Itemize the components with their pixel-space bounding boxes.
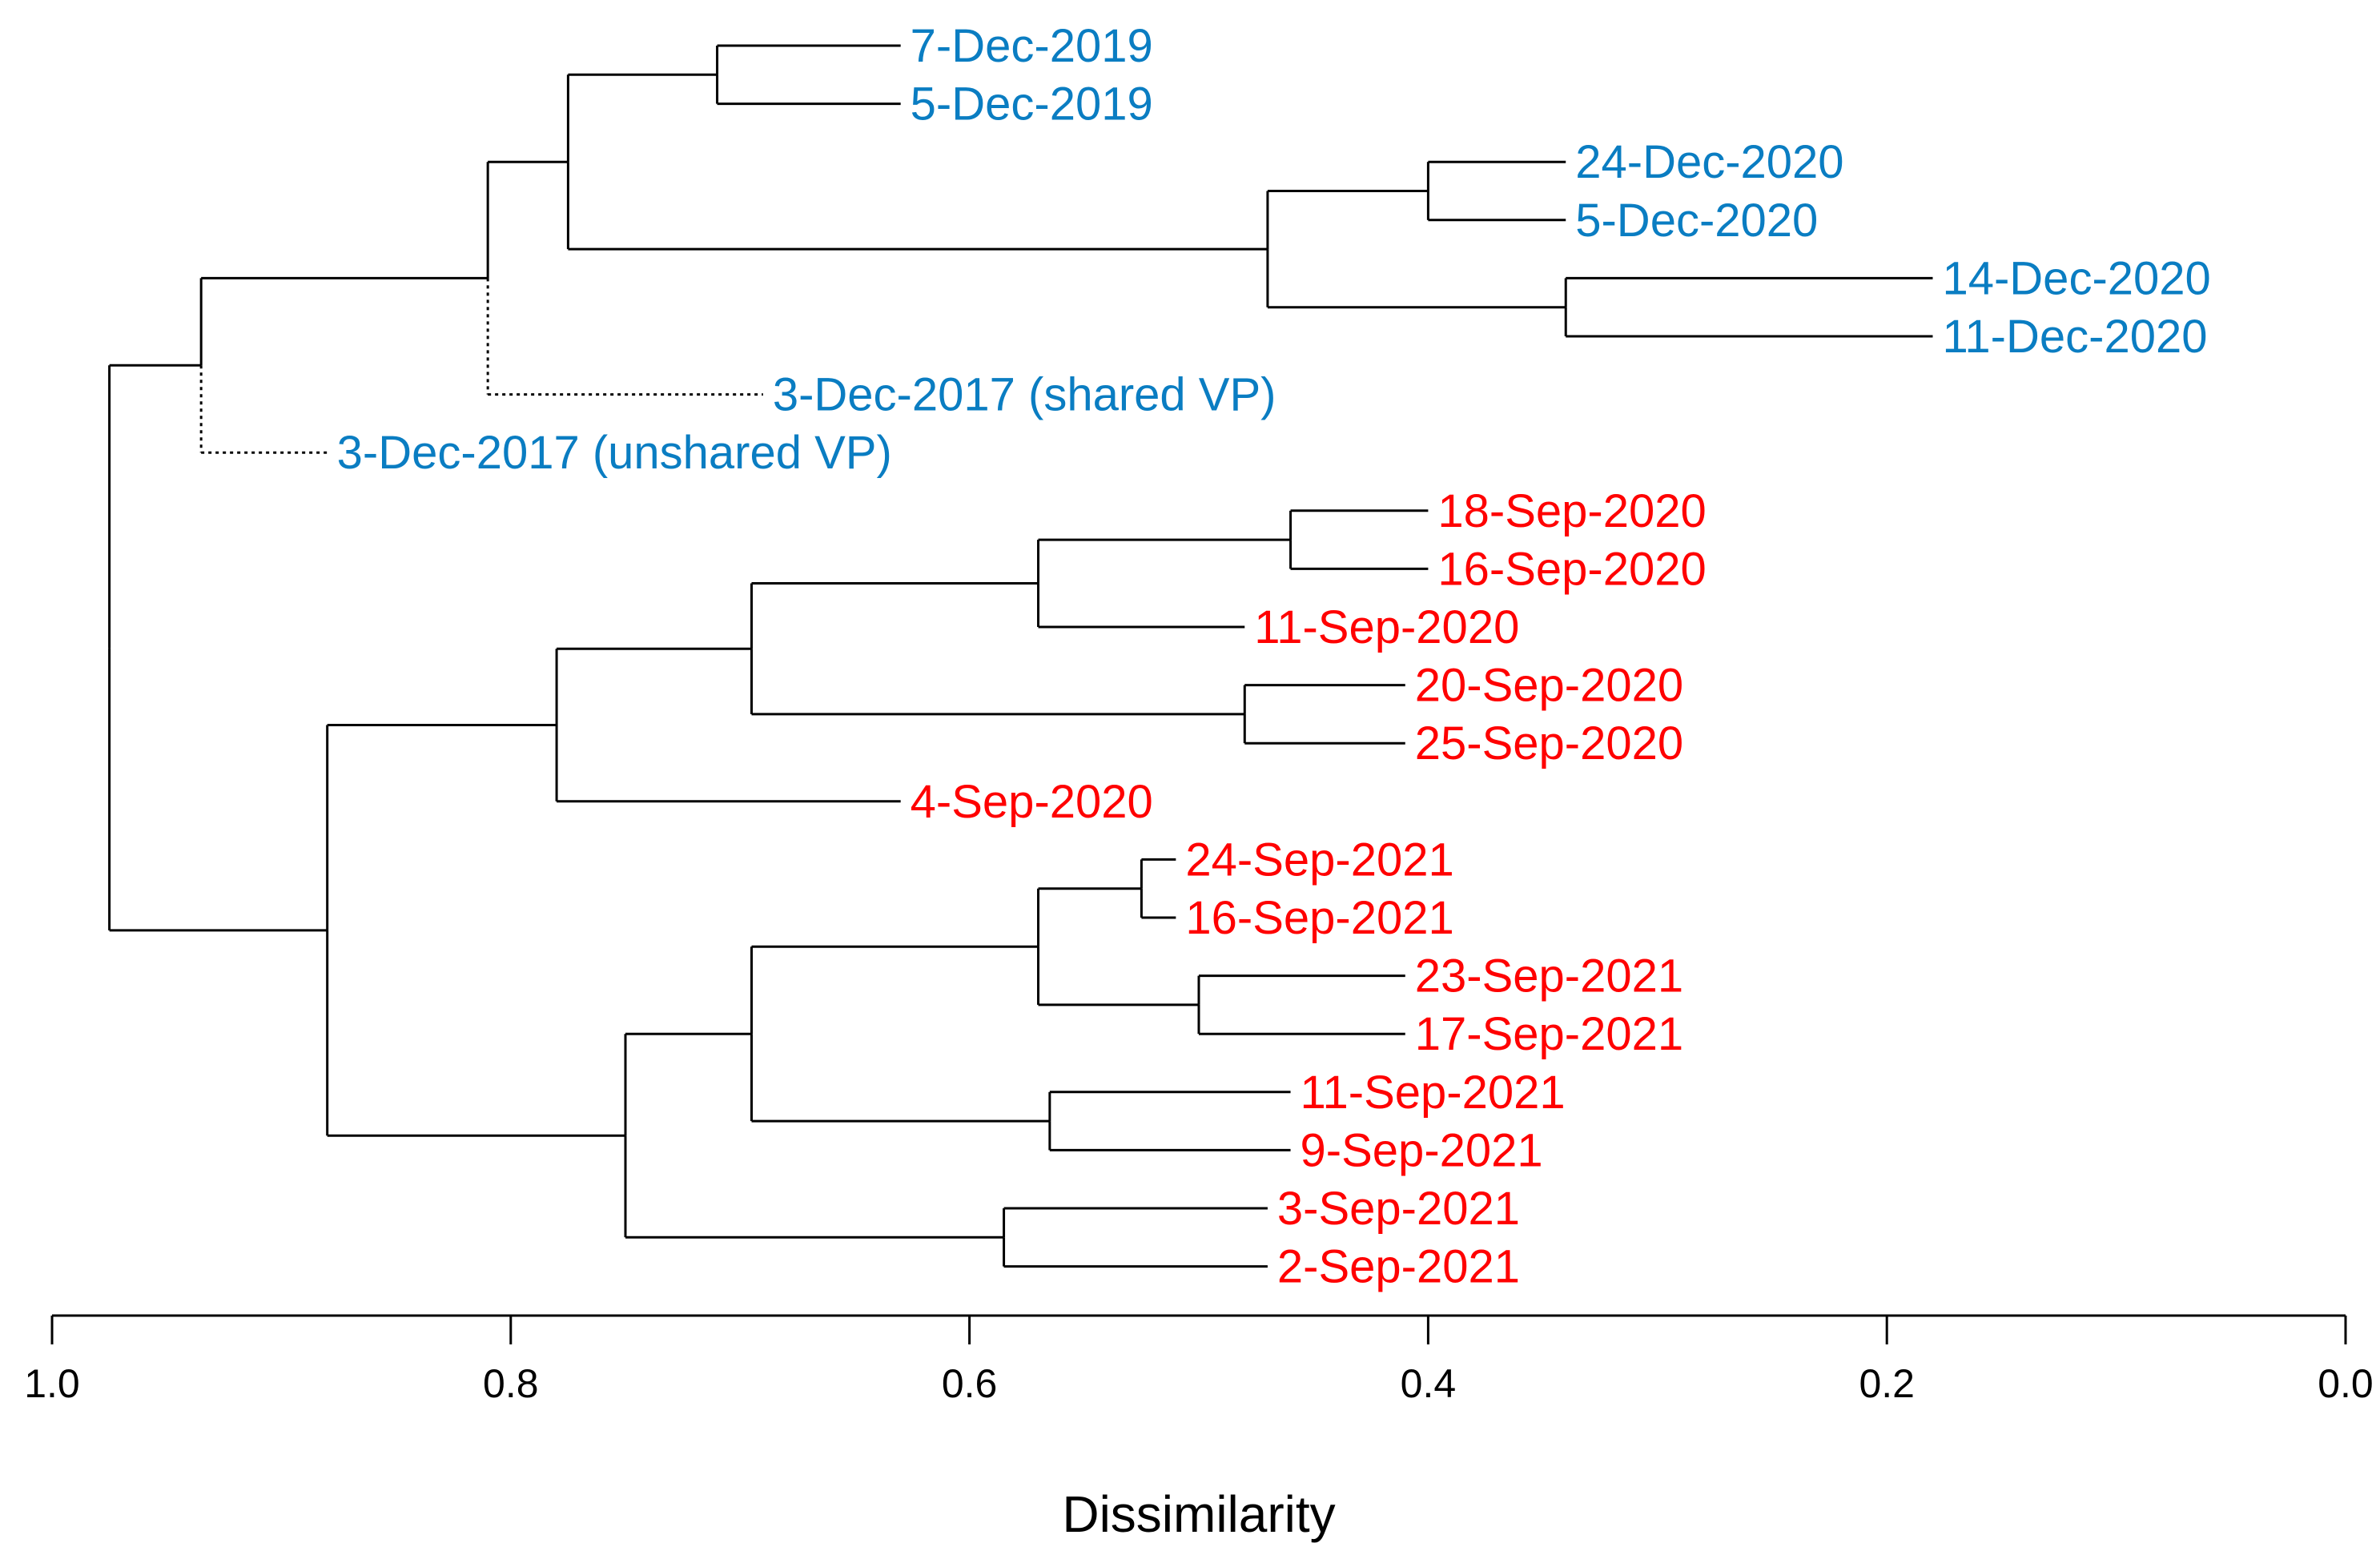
leaf-label: 17-Sep-2021	[1415, 1008, 1683, 1060]
leaf-label: 18-Sep-2020	[1437, 485, 1706, 537]
leaf-label: 14-Dec-2020	[1942, 252, 2210, 304]
x-axis-tick-label: 1.0	[24, 1361, 80, 1406]
leaf-label: 16-Sep-2021	[1185, 892, 1453, 944]
x-axis-tick-label: 0.2	[1859, 1361, 1915, 1406]
leaf-label: 20-Sep-2020	[1415, 660, 1683, 712]
x-axis-title: Dissimilarity	[1062, 1485, 1335, 1543]
leaf-label: 16-Sep-2020	[1437, 543, 1706, 595]
leaf-label: 11-Sep-2020	[1254, 601, 1519, 653]
leaf-label: 3-Dec-2017 (shared VP)	[773, 369, 1276, 421]
x-axis-tick-label: 0.6	[942, 1361, 998, 1406]
x-axis: 1.0 0.8 0.6 0.4 0.2 0.0	[24, 1314, 2374, 1406]
leaf-label: 4-Sep-2020	[911, 776, 1153, 828]
x-axis-tick-label: 0.8	[483, 1361, 539, 1406]
leaf-label: 9-Sep-2021	[1301, 1124, 1543, 1176]
leaf-label: 5-Dec-2020	[1575, 195, 1818, 247]
leaf-label: 3-Sep-2021	[1277, 1183, 1520, 1235]
x-axis-tick-label: 0.4	[1401, 1361, 1457, 1406]
leaf-label: 3-Dec-2017 (unshared VP)	[337, 427, 892, 479]
leaf-label: 24-Sep-2021	[1185, 834, 1453, 886]
leaf-label: 23-Sep-2021	[1415, 950, 1683, 1003]
leaf-label: 2-Sep-2021	[1277, 1241, 1520, 1293]
leaf-label: 5-Dec-2019	[911, 78, 1153, 131]
leaf-labels: 7-Dec-2019 5-Dec-2019 24-Dec-2020 5-Dec-202…	[337, 20, 2211, 1293]
x-axis-tick-label: 0.0	[2318, 1361, 2374, 1406]
dendrogram-branches	[108, 44, 1933, 1268]
leaf-label: 25-Sep-2020	[1415, 717, 1683, 769]
leaf-label: 11-Sep-2021	[1301, 1067, 1566, 1119]
leaf-label: 11-Dec-2020	[1942, 311, 2207, 363]
leaf-label: 24-Dec-2020	[1575, 136, 1843, 188]
leaf-label: 7-Dec-2019	[911, 20, 1153, 72]
